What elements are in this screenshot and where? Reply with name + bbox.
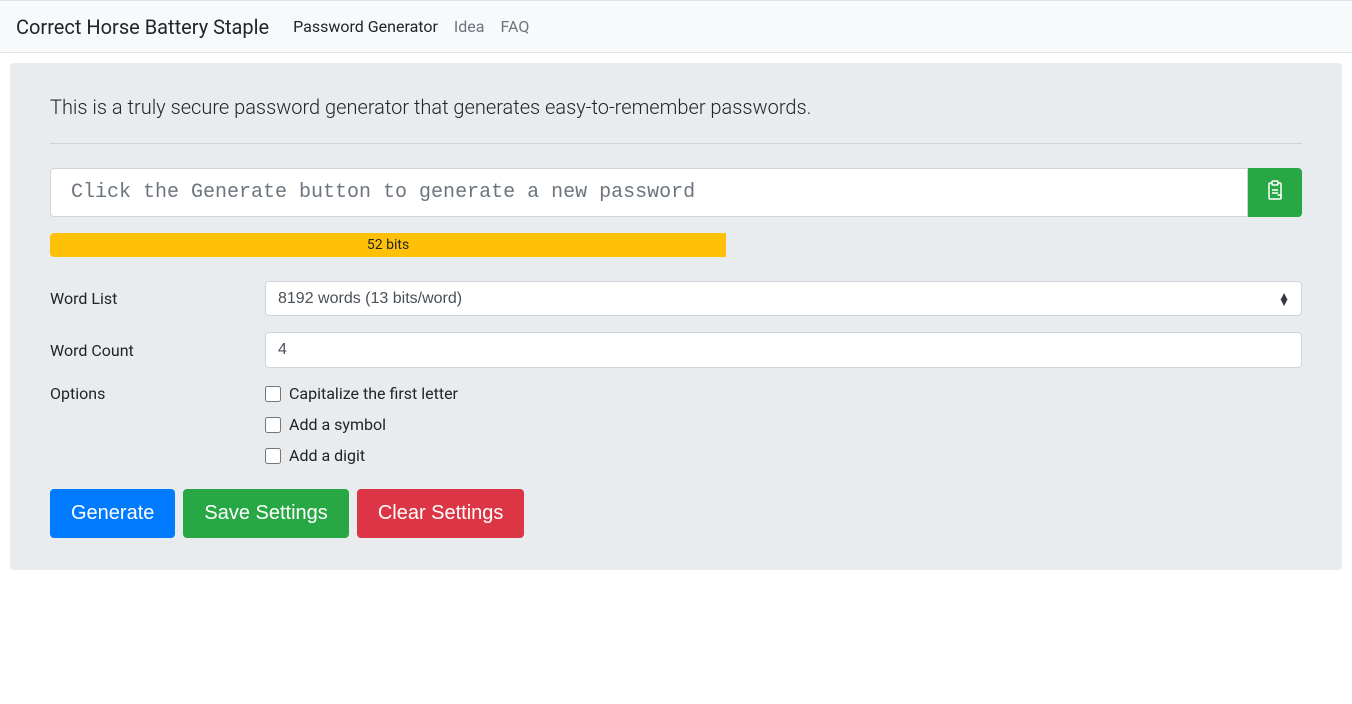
- option-capitalize-checkbox[interactable]: [265, 386, 281, 402]
- nav-link-idea[interactable]: Idea: [446, 9, 493, 44]
- option-digit-checkbox[interactable]: [265, 448, 281, 464]
- nav-link-password-generator[interactable]: Password Generator: [285, 9, 446, 44]
- wordlist-label: Word List: [50, 289, 265, 308]
- save-settings-button[interactable]: Save Settings: [183, 489, 348, 538]
- copy-button[interactable]: [1248, 168, 1302, 217]
- option-capitalize: Capitalize the first letter: [265, 384, 1302, 403]
- wordlist-select[interactable]: 8192 words (13 bits/word): [265, 281, 1302, 316]
- options-group: Capitalize the first letter Add a symbol…: [265, 384, 1302, 465]
- option-digit-label[interactable]: Add a digit: [289, 446, 365, 465]
- wordcount-row: Word Count: [50, 332, 1302, 368]
- options-label: Options: [50, 384, 265, 403]
- navbar-brand[interactable]: Correct Horse Battery Staple: [16, 10, 269, 44]
- button-row: Generate Save Settings Clear Settings: [50, 489, 1302, 538]
- option-symbol-checkbox[interactable]: [265, 417, 281, 433]
- strength-bar: 52 bits: [50, 233, 726, 257]
- wordcount-label: Word Count: [50, 341, 265, 360]
- wordlist-row: Word List 8192 words (13 bits/word) ▲▼: [50, 281, 1302, 316]
- option-capitalize-label[interactable]: Capitalize the first letter: [289, 384, 458, 403]
- password-input-group: [50, 168, 1302, 217]
- wordcount-input[interactable]: [265, 332, 1302, 368]
- clear-settings-button[interactable]: Clear Settings: [357, 489, 525, 538]
- password-input[interactable]: [50, 168, 1248, 217]
- jumbotron: This is a truly secure password generato…: [10, 63, 1342, 570]
- navbar: Correct Horse Battery Staple Password Ge…: [0, 0, 1352, 53]
- nav-link-faq[interactable]: FAQ: [492, 9, 537, 44]
- option-digit: Add a digit: [265, 446, 1302, 465]
- option-symbol-label[interactable]: Add a symbol: [289, 415, 386, 434]
- divider: [50, 143, 1302, 144]
- generate-button[interactable]: Generate: [50, 489, 175, 538]
- clipboard-icon: [1265, 180, 1285, 205]
- strength-label: 52 bits: [367, 237, 409, 253]
- main-container: This is a truly secure password generato…: [0, 53, 1352, 580]
- options-row: Options Capitalize the first letter Add …: [50, 384, 1302, 465]
- lead-text: This is a truly secure password generato…: [50, 95, 1302, 119]
- strength-progress: 52 bits: [50, 233, 1302, 257]
- option-symbol: Add a symbol: [265, 415, 1302, 434]
